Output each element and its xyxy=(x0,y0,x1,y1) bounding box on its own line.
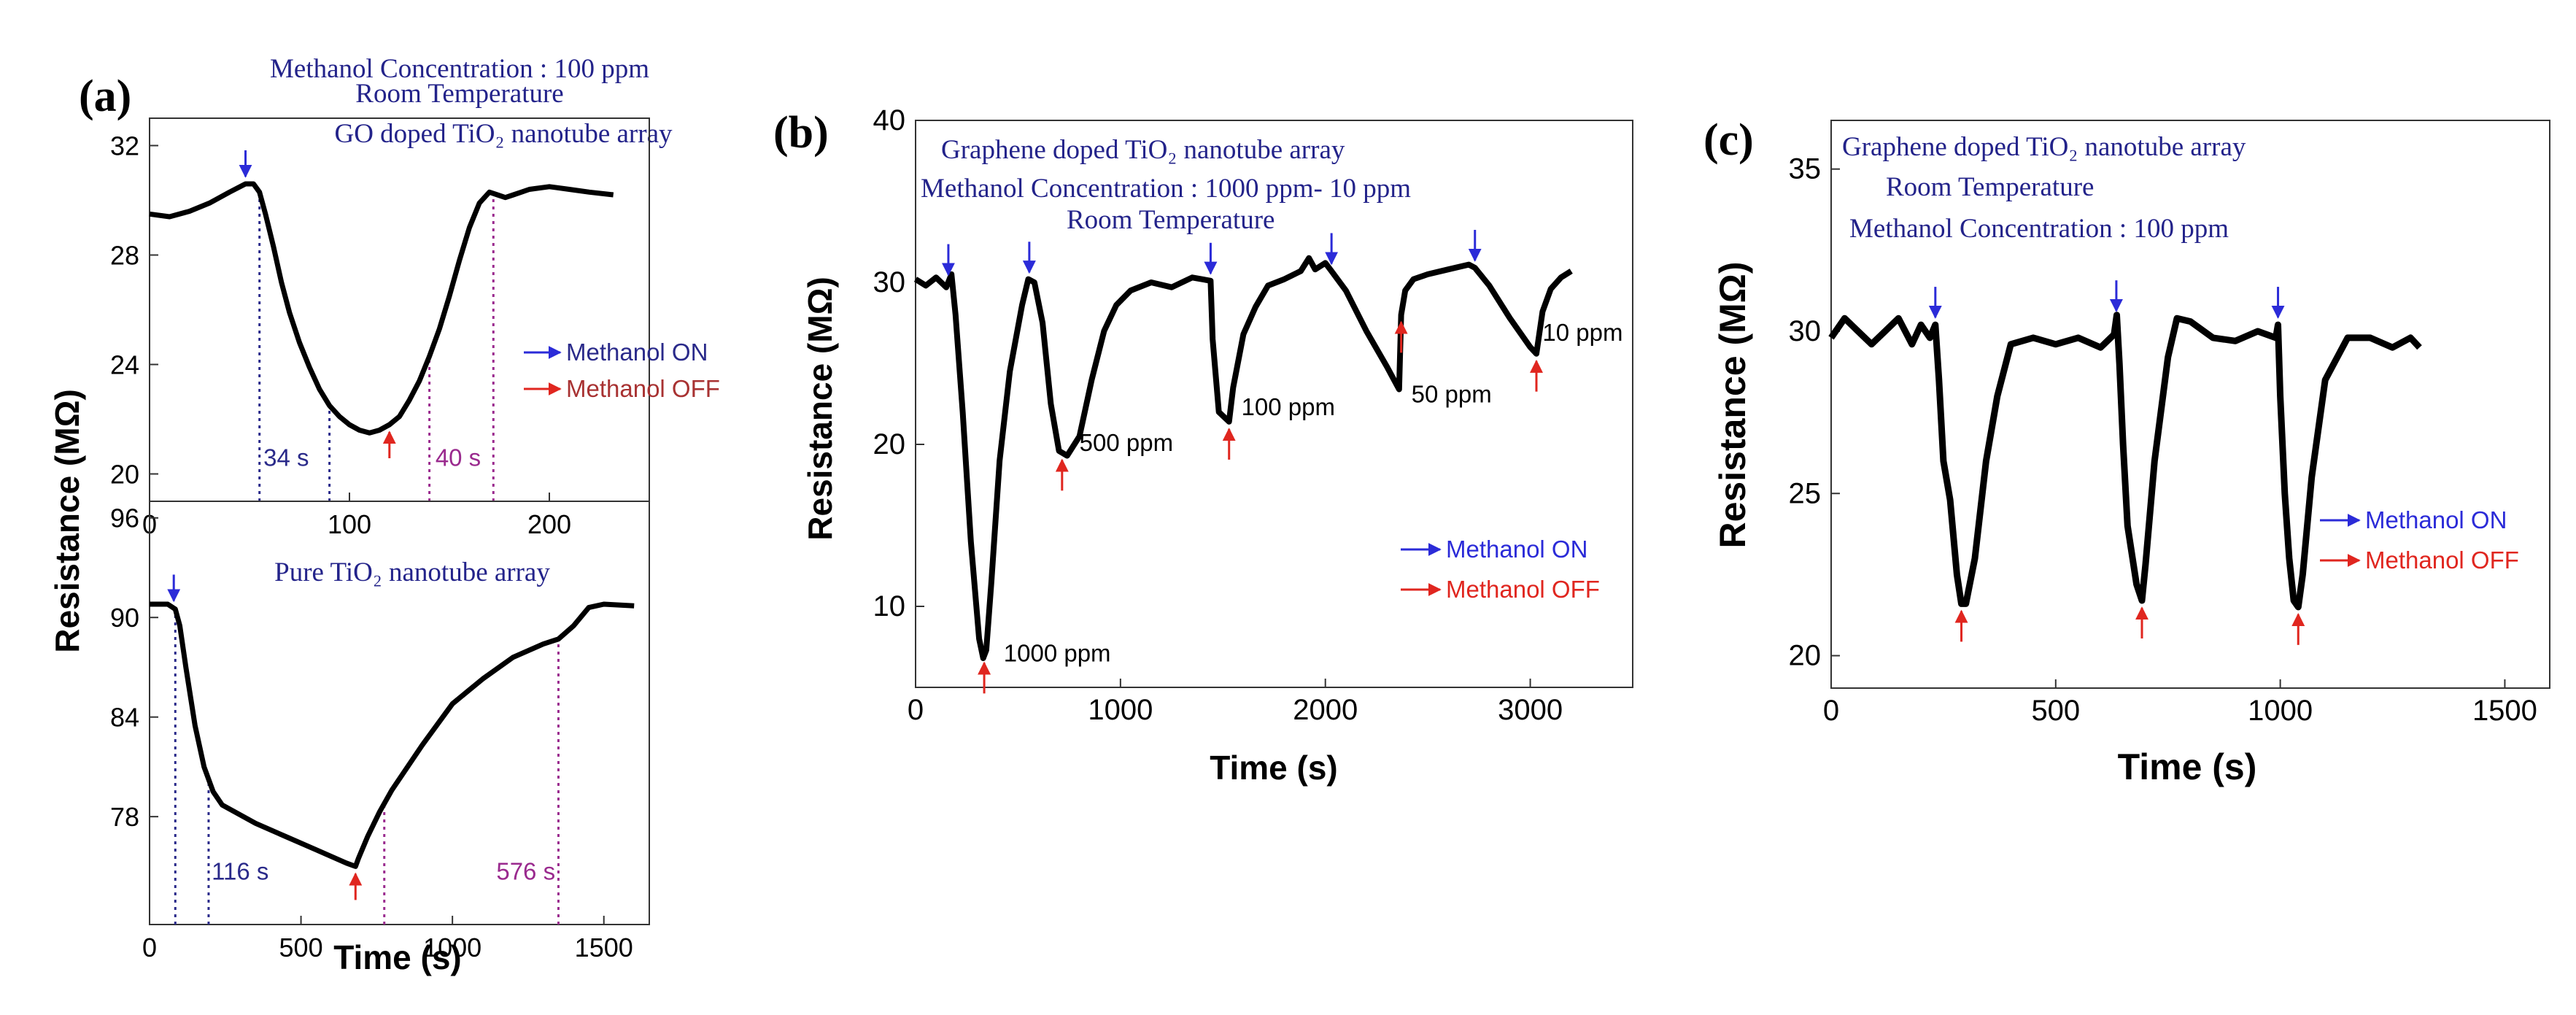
panel-b-title-line-3: Room Temperature xyxy=(1067,205,1275,235)
panel-c-xlabel: Time (s) xyxy=(2118,746,2257,787)
panel-b-arrows xyxy=(941,230,1543,694)
panel-a-top-interval-labels: 34 s 40 s xyxy=(263,444,481,471)
panel-a-bottom-interval-labels: 116 s 576 s xyxy=(212,858,555,885)
panel-b-frame xyxy=(915,120,1633,688)
y-tick-label: 78 xyxy=(110,802,139,832)
panel-a-title-line-2: Room Temperature xyxy=(355,79,563,109)
x-tick-label: 2000 xyxy=(1293,694,1358,726)
panel-c-arrows xyxy=(1928,280,2305,645)
y-tick-label: 40 xyxy=(873,104,906,136)
panel-a-bottom-arrows xyxy=(167,574,363,900)
x-tick-label: 0 xyxy=(1823,695,1839,727)
y-tick-label: 10 xyxy=(873,590,906,622)
panel-a-bottom-ticks: 78 84 90 96 0 500 1000 1500 xyxy=(110,503,633,962)
panel-b-curve xyxy=(913,255,1573,661)
panel-a-top-arrows xyxy=(239,150,396,458)
y-tick-label: 28 xyxy=(110,241,139,271)
x-tick-label: 200 xyxy=(527,509,571,539)
panel-c-ylabel: Resistance (MΩ) xyxy=(1712,262,1753,549)
panel-c-legend: Methanol ON Methanol OFF xyxy=(2320,506,2519,574)
legend-off-label: Methanol OFF xyxy=(2365,547,2519,574)
x-tick-label: 1000 xyxy=(2248,695,2313,727)
concentration-label: 50 ppm xyxy=(1412,380,1492,407)
legend-off-label: Methanol OFF xyxy=(566,375,720,402)
concentration-label: 500 ppm xyxy=(1080,429,1173,456)
panel-c-frame xyxy=(1830,120,2550,689)
y-tick-label: 20 xyxy=(110,460,139,490)
x-tick-label: 0 xyxy=(908,694,924,726)
panel-a-title-line-1: Methanol Concentration : 100 ppm xyxy=(270,54,649,84)
panel-b-title-line-2: Methanol Concentration : 1000 ppm- 10 pp… xyxy=(921,174,1411,204)
legend-on-label: Methanol ON xyxy=(1446,536,1587,563)
panel-b-title-line-1: Graphene doped TiO₂ nanotube array xyxy=(941,135,1345,165)
interval-label: 34 s xyxy=(263,444,309,471)
x-tick-label: 1500 xyxy=(575,933,633,962)
panel-b-annotations: 1000 ppm 500 ppm 100 ppm 50 ppm 10 ppm xyxy=(1004,319,1623,667)
panel-a-bottom-curve xyxy=(150,601,635,869)
x-tick-label: 100 xyxy=(328,509,371,539)
legend-off-label: Methanol OFF xyxy=(1446,576,1600,603)
panel-b-legend: Methanol ON Methanol OFF xyxy=(1401,536,1600,603)
y-tick-label: 25 xyxy=(1789,477,1822,509)
panel-c-title-line-2: Room Temperature xyxy=(1886,172,2094,202)
x-tick-label: 500 xyxy=(2031,695,2080,727)
panel-b-ylabel: Resistance (MΩ) xyxy=(801,277,839,541)
panel-b-letter: (b) xyxy=(773,108,829,158)
x-tick-label: 0 xyxy=(142,933,157,962)
x-tick-label: 1500 xyxy=(2472,695,2537,727)
panel-a-title-line-3: GO doped TiO₂ nanotube array xyxy=(334,119,673,149)
panel-c-letter: (c) xyxy=(1703,115,1754,165)
x-tick-label: 1000 xyxy=(423,933,481,962)
y-tick-label: 24 xyxy=(110,350,139,380)
y-tick-label: 20 xyxy=(873,428,906,460)
x-tick-label: 3000 xyxy=(1498,694,1563,726)
panel-a-bottom-frame xyxy=(149,501,650,925)
concentration-label: 100 ppm xyxy=(1242,393,1335,420)
panel-c-title-line-3: Methanol Concentration : 100 ppm xyxy=(1849,214,2229,244)
y-tick-label: 84 xyxy=(110,703,139,733)
legend-on-label: Methanol ON xyxy=(566,339,708,366)
y-tick-label: 30 xyxy=(1789,315,1822,347)
x-tick-label: 1000 xyxy=(1088,694,1153,726)
interval-label: 40 s xyxy=(436,444,481,471)
panel-c-ticks: 20 25 30 35 0 500 1000 1500 xyxy=(1789,153,2537,727)
panel-a-letter: (a) xyxy=(79,72,131,121)
panel-b-ticks: 10 20 30 40 0 1000 2000 3000 xyxy=(873,104,1563,726)
interval-label: 576 s xyxy=(496,858,555,885)
panel-a-xlabel: Time (s) xyxy=(333,938,462,976)
y-tick-label: 90 xyxy=(110,603,139,633)
panel-a-top-curve xyxy=(149,181,614,436)
panel-c-curve xyxy=(1828,312,2422,611)
panel-a-legend: Methanol ON Methanol OFF xyxy=(524,339,720,402)
panel-a-top-vlines xyxy=(258,192,495,501)
panel-c: (c) Graphene doped TiO₂ nanotube array R… xyxy=(1703,115,2550,787)
panel-a-top-frame xyxy=(149,117,650,502)
interval-label: 116 s xyxy=(212,858,268,885)
panel-c-title-line-1: Graphene doped TiO₂ nanotube array xyxy=(1842,132,2246,162)
concentration-label: 1000 ppm xyxy=(1004,639,1111,666)
panel-a-ylabel: Resistance (MΩ) xyxy=(48,389,86,653)
concentration-label: 10 ppm xyxy=(1542,319,1622,346)
panel-a: (a) Methanol Concentration : 100 ppm Roo… xyxy=(48,54,720,976)
panel-b: (b) Graphene doped TiO₂ nanotube array M… xyxy=(773,104,1633,787)
y-tick-label: 96 xyxy=(110,503,139,533)
panel-a-bottom-vlines xyxy=(174,609,560,925)
panel-b-xlabel: Time (s) xyxy=(1210,749,1338,787)
y-tick-label: 20 xyxy=(1789,640,1822,672)
panel-a-bottom-title: Pure TiO₂ nanotube array xyxy=(274,557,550,587)
legend-on-label: Methanol ON xyxy=(2365,506,2507,533)
y-tick-label: 35 xyxy=(1789,153,1822,185)
y-tick-label: 30 xyxy=(873,266,906,298)
y-tick-label: 32 xyxy=(110,131,139,161)
x-tick-label: 500 xyxy=(279,933,323,962)
